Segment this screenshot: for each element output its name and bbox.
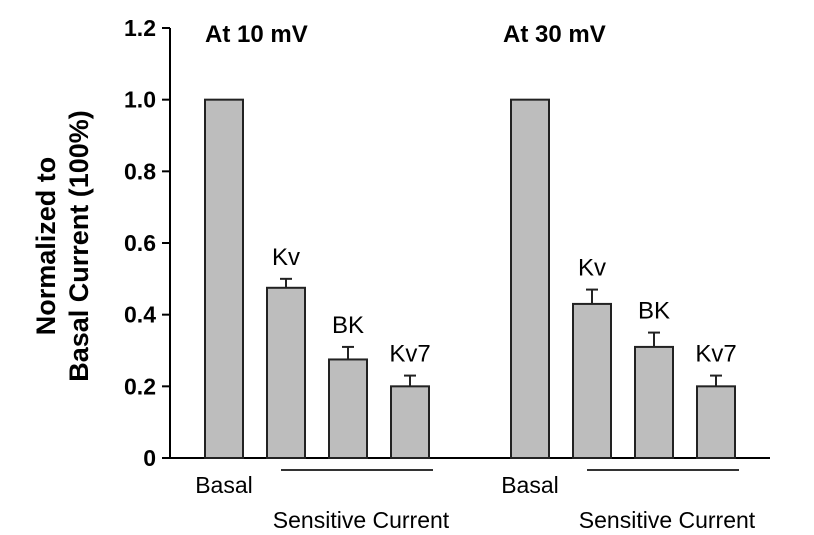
y-axis-label-line-1: Normalized to [31,157,61,336]
bar-label: Kv7 [695,341,736,368]
panel-title: At 30 mV [503,21,606,48]
bar-label: BK [332,312,364,339]
bar [390,385,430,460]
bar [634,345,674,459]
basal-label: Basal [501,472,559,498]
panel-1: At 10 mV Kv BK Kv7 Basal Sensitive Current [195,21,450,533]
axes [169,28,770,459]
y-tick-label: 1.0 [124,87,156,113]
bar [266,286,306,459]
y-axis-label: Normalized to Basal Current (100%) [31,110,94,382]
group-label: Sensitive Current [273,507,450,533]
bar-label: Kv [578,255,606,282]
y-ticks: 0 0.2 0.4 0.6 0.8 1.0 1.2 [124,15,170,471]
y-tick-label: 0 [143,445,156,471]
group-label: Sensitive Current [579,507,756,533]
bar [572,302,612,459]
bar [204,98,244,460]
y-tick-label: 0.4 [124,302,156,328]
y-tick-label: 1.2 [124,15,156,41]
bar-label: Kv [272,244,300,271]
y-tick-label: 0.8 [124,158,156,184]
bar [696,385,736,460]
panel-2: At 30 mV Kv BK Kv7 Basal Sensitive Current [501,21,756,533]
y-tick-label: 0.6 [124,230,156,256]
bar [510,98,550,460]
panel-title: At 10 mV [205,21,308,48]
bar-label: BK [638,298,670,325]
y-axis-label-line-2: Basal Current (100%) [64,110,94,382]
basal-label: Basal [195,472,253,498]
bar-label: Kv7 [389,341,430,368]
bar [328,358,368,460]
y-tick-label: 0.2 [124,373,156,399]
